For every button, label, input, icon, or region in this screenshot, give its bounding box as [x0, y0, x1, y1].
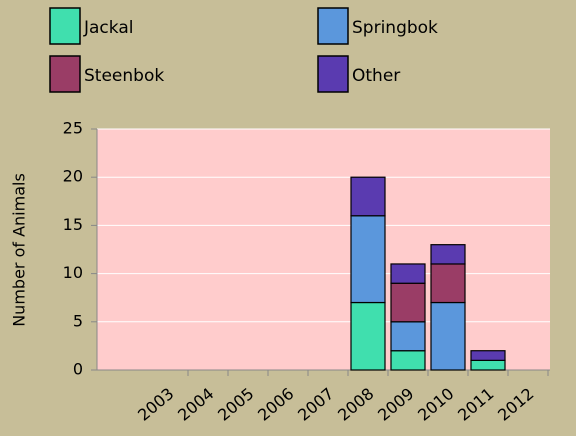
legend-swatch	[49, 7, 81, 45]
legend-swatch	[317, 55, 349, 93]
legend-label: Springbok	[352, 18, 438, 38]
y-tick-label: 20	[63, 167, 83, 186]
bar-segment	[390, 350, 426, 371]
y-tick-label: 0	[73, 360, 83, 379]
legend-label: Other	[352, 66, 400, 86]
bar-segment	[430, 301, 466, 371]
y-axis-label: Number of Animals	[10, 173, 29, 327]
bar-segment	[350, 176, 386, 217]
bar-segment	[470, 350, 506, 361]
bar-segment	[390, 321, 426, 352]
legend-swatch	[49, 55, 81, 93]
y-tick-label: 25	[63, 119, 83, 138]
bar-segment	[390, 282, 426, 323]
legend-label: Jackal	[83, 18, 133, 38]
bar-segment	[390, 263, 426, 284]
plot-area	[97, 129, 550, 370]
legend-swatch	[317, 7, 349, 45]
bar-segment	[350, 301, 386, 371]
y-tick-label: 15	[63, 215, 83, 234]
bar-segment	[430, 263, 466, 304]
y-tick-label: 10	[63, 263, 83, 282]
y-tick-label: 5	[73, 311, 83, 330]
bar-segment	[470, 359, 506, 371]
bar-segment	[430, 244, 466, 265]
legend-label: Steenbok	[84, 66, 164, 86]
bar-segment	[350, 215, 386, 304]
